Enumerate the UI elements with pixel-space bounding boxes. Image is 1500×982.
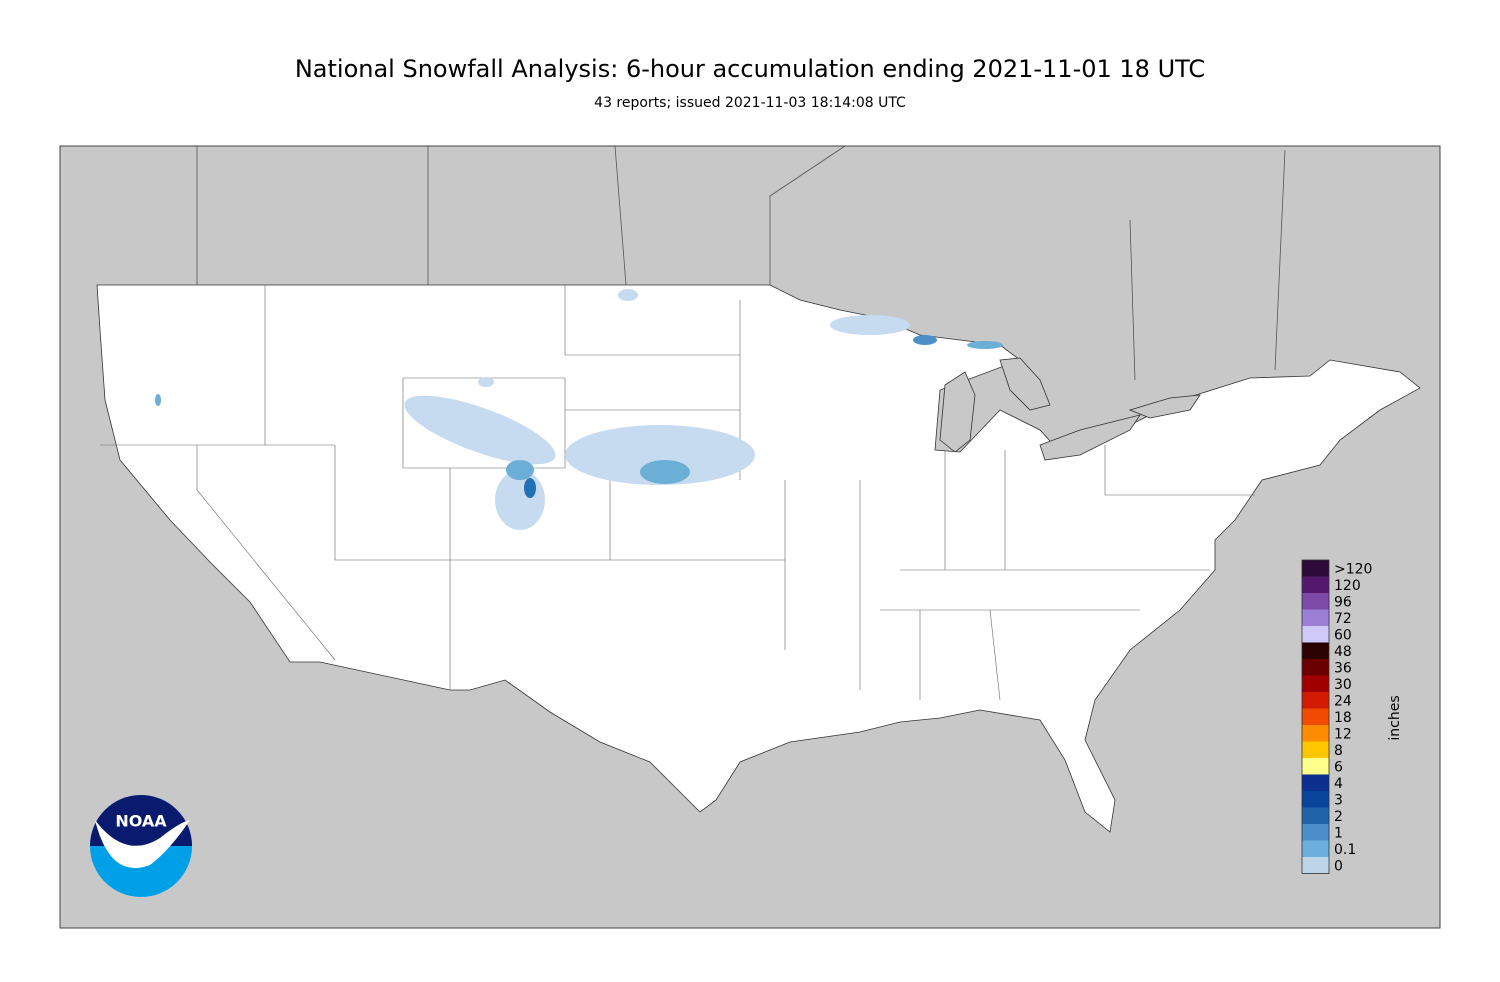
legend-entry-label: 30	[1334, 677, 1352, 693]
legend-entry-label: 36	[1334, 660, 1352, 676]
snow-area	[155, 394, 161, 406]
snow-area	[478, 377, 494, 387]
snow-area	[618, 289, 638, 301]
legend-swatch	[1302, 593, 1329, 610]
legend: inches >1201209672604836302418128643210.…	[1301, 559, 1403, 874]
great-lakes	[939, 357, 1201, 461]
legend-swatch	[1302, 725, 1329, 742]
snow-area	[524, 478, 536, 498]
legend-swatch	[1302, 692, 1329, 709]
legend-swatch	[1302, 807, 1329, 824]
legend-swatch	[1302, 626, 1329, 643]
snow-area	[640, 460, 690, 484]
title: National Snowfall Analysis: 6-hour accum…	[295, 55, 1205, 83]
legend-swatch	[1302, 857, 1329, 874]
legend-entry-label: 72	[1334, 611, 1352, 627]
legend-label: inches	[1387, 695, 1403, 740]
legend-entry-label: 4	[1334, 776, 1343, 792]
snow-area	[506, 460, 534, 480]
legend-entry-label: 8	[1334, 743, 1343, 759]
noaa-logo: NOAA	[90, 795, 192, 897]
legend-entry-label: 3	[1334, 792, 1343, 808]
legend-swatch	[1302, 609, 1329, 626]
legend-swatch	[1302, 758, 1329, 775]
legend-entry-label: 48	[1334, 644, 1352, 660]
legend-swatch	[1302, 576, 1329, 593]
legend-entry-label: 18	[1334, 710, 1352, 726]
snow-area	[913, 335, 937, 345]
legend-entry-label: 0.1	[1334, 842, 1356, 858]
snow-area	[830, 315, 910, 335]
legend-swatch	[1302, 824, 1329, 841]
legend-frame	[1301, 559, 1330, 874]
legend-entry-label: 2	[1334, 809, 1343, 825]
legend-swatch	[1302, 642, 1329, 659]
legend-entry-label: 6	[1334, 759, 1343, 775]
legend-entry-label: 120	[1334, 578, 1361, 594]
legend-entry-label: 96	[1334, 594, 1352, 610]
legend-swatch	[1302, 560, 1329, 577]
legend-swatch	[1302, 741, 1329, 758]
map	[59, 145, 1441, 929]
legend-entry-label: 12	[1334, 726, 1352, 742]
legend-entry-label: 60	[1334, 627, 1352, 643]
logo-swoosh	[95, 820, 190, 868]
borders-outside	[196, 145, 1286, 381]
legend-swatch	[1302, 840, 1329, 857]
legend-swatch	[1302, 708, 1329, 725]
subtitle: 43 reports; issued 2021-11-03 18:14:08 U…	[594, 95, 906, 111]
legend-swatch	[1302, 791, 1329, 808]
legend-swatch	[1302, 774, 1329, 791]
state-lines	[100, 285, 1255, 701]
legend-entry-label: 24	[1334, 693, 1352, 709]
snow-area	[565, 425, 755, 485]
snowfall-areas	[155, 289, 1003, 530]
snow-area	[967, 341, 1003, 349]
legend-entry-label: >120	[1334, 561, 1372, 577]
legend-swatch	[1302, 659, 1329, 676]
legend-entry-label: 1	[1334, 825, 1343, 841]
snow-area	[404, 395, 556, 465]
legend-entry-label: 0	[1334, 858, 1343, 874]
legend-swatch	[1302, 675, 1329, 692]
logo-text: NOAA	[115, 812, 167, 831]
